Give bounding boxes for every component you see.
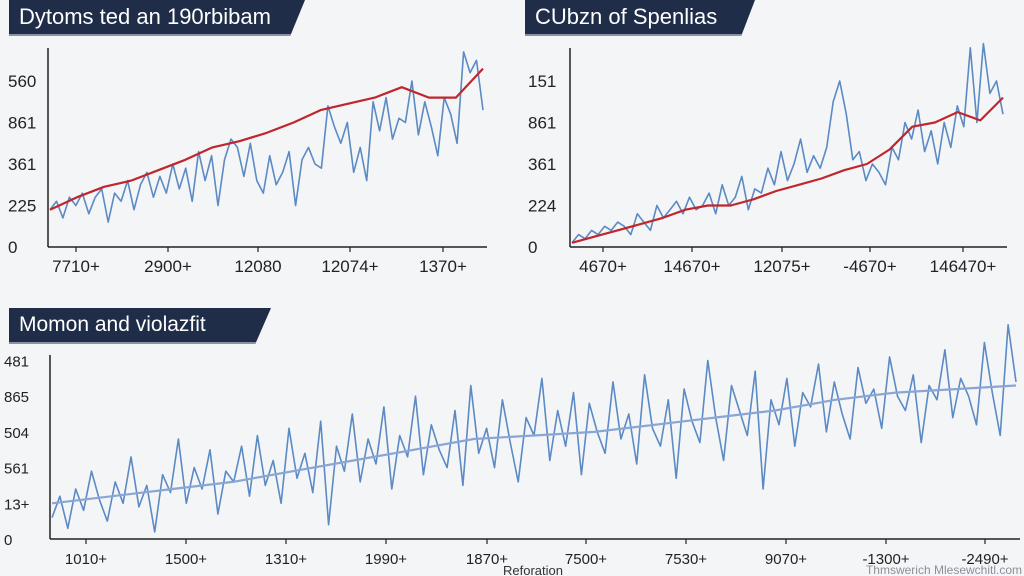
y-tick-label: 861 (528, 114, 556, 133)
y-tick-label: 224 (528, 197, 556, 216)
x-tick-label: 7500+ (565, 551, 607, 568)
y-tick-label: 361 (528, 155, 556, 174)
series-line-raw (571, 42, 1004, 244)
x-tick-label: 146470+ (930, 257, 997, 276)
series-line-raw (51, 323, 1017, 533)
x-tick-label: 12080 (234, 257, 281, 276)
chart-2-title: CUbzn of Spenlias (525, 0, 755, 36)
x-tick-label: 1990+ (365, 551, 407, 568)
x-tick-label: 7530+ (665, 551, 707, 568)
x-tick-label: 9070+ (765, 551, 807, 568)
x-tick-label: 1010+ (65, 551, 107, 568)
y-tick-label: 225 (8, 197, 36, 216)
x-tick-label: 2900+ (144, 257, 192, 276)
y-tick-label: 561 (4, 461, 29, 478)
x-tick-label: 1500+ (165, 551, 207, 568)
chart-3-title: Momon and violazfit (9, 308, 271, 344)
x-tick-label: 14670+ (663, 257, 720, 276)
y-tick-label: 151 (528, 72, 556, 91)
watermark: Thmswerich Mlesewchitl.com (866, 563, 1022, 576)
y-tick-label: 0 (8, 238, 17, 257)
y-tick-label: 481 (4, 354, 29, 371)
y-tick-label: 0 (528, 238, 537, 257)
y-tick-label: 504 (4, 425, 29, 442)
x-tick-label: 7710+ (52, 257, 100, 276)
y-tick-label: 13+ (4, 496, 30, 513)
x-tick-label: 1870+ (466, 551, 508, 568)
x-axis-label: Reforation (503, 563, 563, 576)
y-tick-label: 0 (4, 532, 12, 549)
y-tick-label: 361 (8, 155, 36, 174)
x-tick-label: -1300+ (862, 551, 909, 568)
x-tick-label: 1310+ (265, 551, 307, 568)
series-line-trend (49, 67, 484, 211)
x-tick-label: 4670+ (579, 257, 627, 276)
series-line-raw (49, 51, 484, 223)
y-tick-label: 861 (8, 114, 36, 133)
x-tick-label: -2490+ (961, 551, 1008, 568)
chart-1-title: Dytoms ted an 190rbibam (9, 0, 305, 36)
x-tick-label: 12074+ (321, 257, 378, 276)
x-tick-label: 1370+ (419, 257, 467, 276)
series-line-trend (51, 384, 1017, 505)
x-tick-label: 12075+ (753, 257, 810, 276)
series-line-trend (571, 96, 1004, 244)
x-tick-label: -4670+ (843, 257, 896, 276)
y-tick-label: 560 (8, 72, 36, 91)
y-tick-label: 865 (4, 389, 29, 406)
